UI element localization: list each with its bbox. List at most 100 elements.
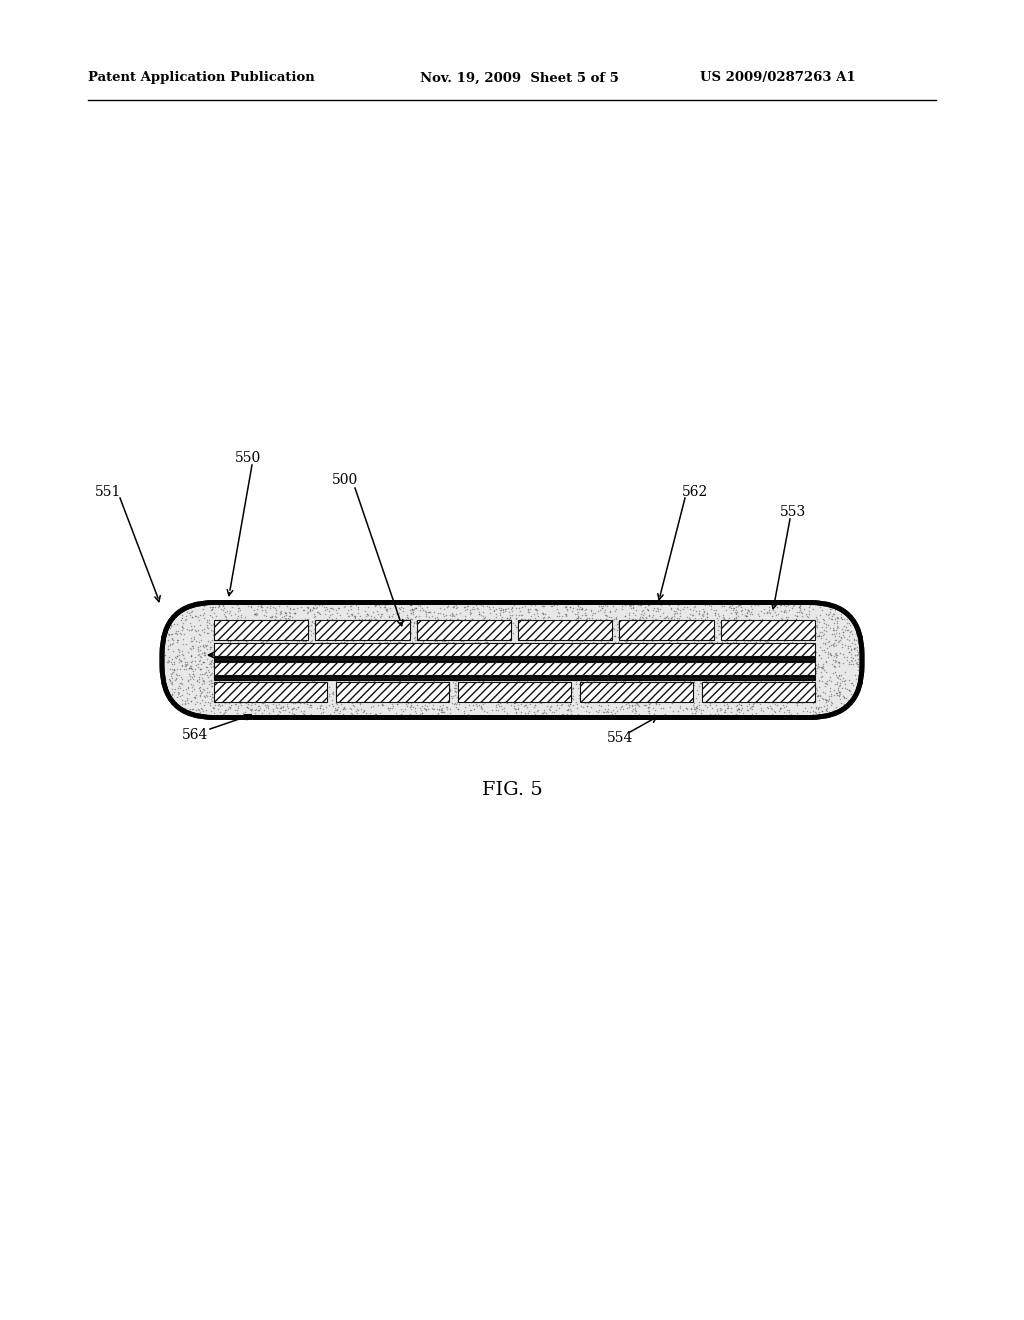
Point bbox=[298, 631, 314, 652]
Point bbox=[699, 606, 716, 627]
Point bbox=[193, 659, 209, 680]
Point bbox=[368, 704, 384, 725]
Point bbox=[719, 692, 735, 713]
Point bbox=[685, 605, 701, 626]
Point bbox=[717, 642, 733, 663]
Point bbox=[496, 689, 512, 710]
Point bbox=[820, 642, 837, 663]
Point bbox=[197, 673, 213, 694]
Point bbox=[729, 612, 745, 634]
Point bbox=[680, 647, 696, 668]
Point bbox=[309, 642, 326, 663]
Point bbox=[482, 705, 499, 726]
Point bbox=[782, 705, 799, 726]
Point bbox=[764, 698, 780, 719]
Point bbox=[186, 702, 203, 723]
Point bbox=[180, 678, 197, 700]
Point bbox=[279, 618, 295, 639]
Point bbox=[285, 598, 301, 619]
Point bbox=[777, 668, 794, 689]
Point bbox=[579, 607, 595, 628]
Point bbox=[554, 664, 570, 685]
Point bbox=[284, 630, 300, 651]
Point bbox=[713, 620, 729, 642]
Point bbox=[484, 656, 501, 677]
Point bbox=[723, 656, 739, 677]
Point bbox=[507, 615, 523, 636]
Point bbox=[598, 605, 614, 626]
Point bbox=[644, 648, 660, 669]
Point bbox=[613, 632, 630, 653]
Point bbox=[340, 606, 356, 627]
Point bbox=[731, 690, 748, 711]
Point bbox=[835, 667, 851, 688]
Point bbox=[184, 601, 201, 622]
Point bbox=[847, 634, 863, 655]
Point bbox=[272, 639, 289, 660]
Point bbox=[606, 626, 623, 647]
Point bbox=[599, 686, 615, 708]
Point bbox=[812, 684, 828, 705]
Point bbox=[380, 692, 396, 713]
Point bbox=[325, 647, 341, 668]
Point bbox=[196, 680, 212, 701]
Point bbox=[169, 623, 185, 644]
Point bbox=[806, 675, 822, 696]
Point bbox=[194, 689, 210, 710]
Point bbox=[237, 607, 253, 628]
Point bbox=[419, 705, 435, 726]
Point bbox=[293, 615, 309, 636]
Point bbox=[685, 644, 701, 665]
Point bbox=[387, 686, 403, 708]
Point bbox=[408, 598, 424, 619]
Point bbox=[345, 635, 361, 656]
Point bbox=[634, 642, 650, 663]
Point bbox=[703, 595, 720, 616]
Point bbox=[487, 636, 504, 657]
Point bbox=[817, 612, 834, 634]
Point bbox=[292, 648, 308, 669]
Point bbox=[516, 653, 532, 675]
Point bbox=[629, 615, 645, 636]
Point bbox=[223, 686, 240, 708]
Point bbox=[382, 638, 398, 659]
Point bbox=[281, 601, 297, 622]
Point bbox=[663, 681, 679, 702]
Point bbox=[666, 615, 682, 636]
Point bbox=[569, 594, 586, 615]
Point bbox=[569, 595, 586, 616]
Point bbox=[243, 694, 259, 715]
Point bbox=[171, 640, 187, 661]
Point bbox=[348, 673, 365, 694]
Point bbox=[539, 627, 555, 648]
Point bbox=[624, 678, 640, 700]
Point bbox=[183, 615, 200, 636]
Point bbox=[662, 636, 678, 657]
Point bbox=[332, 688, 348, 709]
Point bbox=[370, 655, 386, 676]
Point bbox=[847, 649, 863, 671]
Point bbox=[828, 685, 845, 706]
Point bbox=[780, 701, 797, 722]
Point bbox=[831, 682, 848, 704]
Point bbox=[496, 700, 512, 721]
Point bbox=[626, 655, 642, 676]
Point bbox=[821, 643, 838, 664]
Point bbox=[383, 638, 399, 659]
Point bbox=[429, 704, 445, 725]
Point bbox=[323, 704, 339, 725]
Point bbox=[296, 624, 312, 645]
Point bbox=[724, 704, 740, 725]
Point bbox=[204, 690, 220, 711]
Point bbox=[599, 655, 615, 676]
Point bbox=[245, 690, 261, 711]
Point bbox=[373, 649, 389, 671]
Point bbox=[539, 622, 555, 643]
Point bbox=[403, 657, 420, 678]
Point bbox=[621, 693, 637, 714]
Point bbox=[341, 671, 357, 692]
Point bbox=[807, 659, 823, 680]
Point bbox=[713, 698, 729, 719]
Point bbox=[369, 601, 385, 622]
Point bbox=[496, 697, 512, 718]
